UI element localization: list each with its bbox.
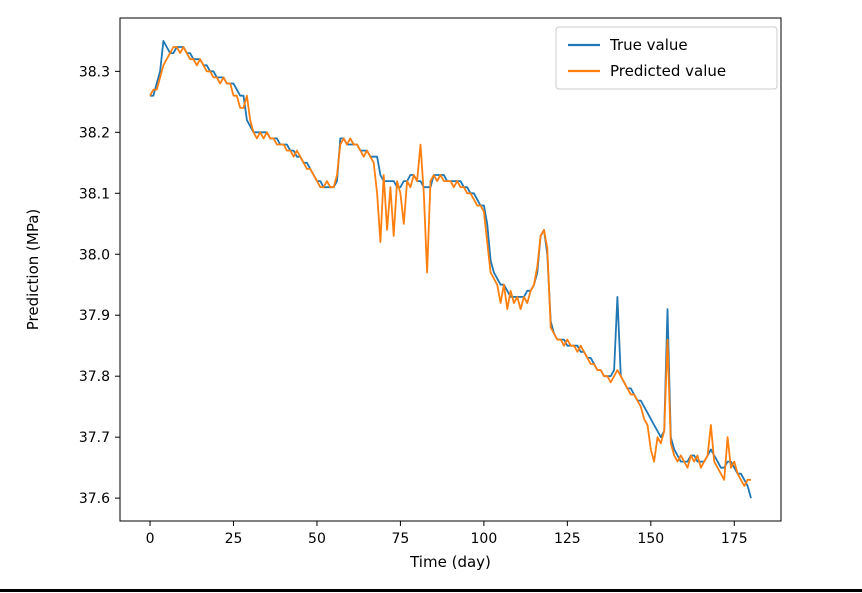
y-tick-label: 38.1 (79, 186, 110, 202)
legend-box (555, 26, 778, 90)
y-tick-label: 37.7 (79, 430, 110, 446)
legend-label-predicted-value: Predicted value (610, 62, 726, 80)
window-edge (0, 589, 862, 592)
series-line-predicted-value (149, 46, 751, 487)
y-tick-label: 38.0 (79, 247, 110, 263)
y-tick-label: 38.2 (79, 125, 110, 141)
y-tick-label: 38.3 (79, 64, 110, 80)
legend-label-true-value: True value (609, 36, 688, 54)
x-tick-label: 75 (392, 531, 410, 547)
y-tick-label: 37.8 (79, 369, 110, 385)
axes-frame (119, 17, 782, 522)
y-axis-label: Prediction (MPa) (24, 209, 42, 331)
x-tick-label: 125 (554, 531, 581, 547)
y-tick-label: 37.6 (79, 491, 110, 507)
x-tick-label: 150 (637, 531, 664, 547)
x-tick-label: 100 (471, 531, 498, 547)
x-tick-label: 50 (308, 531, 326, 547)
x-tick-label: 175 (721, 531, 748, 547)
y-tick-label: 37.9 (79, 308, 110, 324)
x-tick-label: 0 (146, 531, 155, 547)
x-tick-label: 25 (225, 531, 243, 547)
x-axis-label: Time (day) (409, 553, 491, 571)
